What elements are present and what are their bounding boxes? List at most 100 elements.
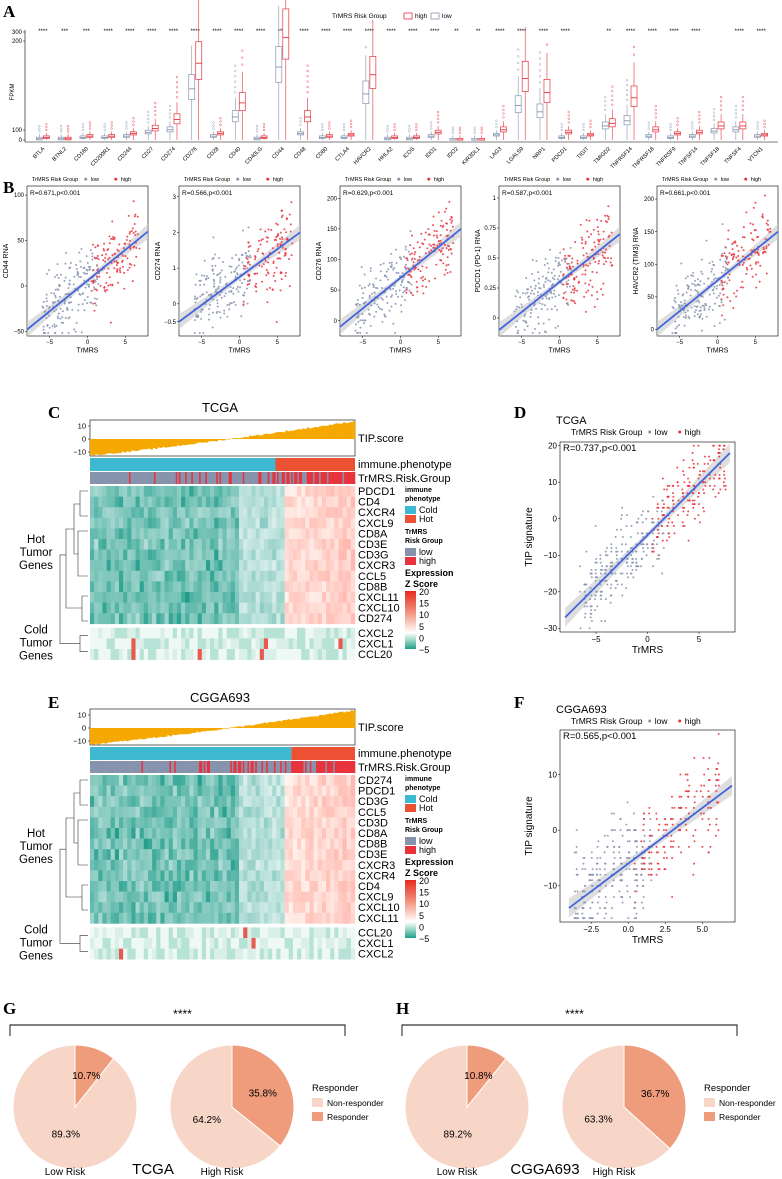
data-point-low xyxy=(630,546,633,549)
heat-cell xyxy=(94,539,99,550)
heat-cell xyxy=(259,496,265,508)
data-point-low xyxy=(57,312,60,315)
heat-cell xyxy=(309,507,314,519)
data-point-low xyxy=(611,572,614,575)
heat-cell xyxy=(321,775,327,786)
data-point-low xyxy=(590,594,593,597)
heat-cell xyxy=(305,627,310,639)
significance-label: **** xyxy=(191,29,201,35)
heat-cell xyxy=(313,581,319,593)
data-point-low xyxy=(95,264,98,267)
heat-cell xyxy=(297,602,302,614)
legend-high-key xyxy=(405,557,416,565)
heat-cell xyxy=(288,496,294,508)
data-point-low xyxy=(588,627,591,630)
data-point-high xyxy=(258,264,261,267)
heat-cell xyxy=(239,838,244,850)
outlier-point xyxy=(415,128,418,132)
heat-cell xyxy=(189,627,194,639)
legend-title: TrMRS Risk Group xyxy=(345,177,391,183)
heat-cell xyxy=(259,613,265,625)
data-point-high xyxy=(762,251,765,254)
data-point-high xyxy=(712,488,715,491)
heat-cell xyxy=(272,849,277,861)
outlier-point xyxy=(255,124,259,128)
heat-cell xyxy=(214,638,219,650)
data-point-high xyxy=(122,265,125,268)
data-point-low xyxy=(700,313,703,316)
data-point-high xyxy=(410,234,413,237)
data-point-high xyxy=(256,272,259,275)
data-point-low xyxy=(549,290,552,293)
heat-cell xyxy=(214,602,219,614)
heat-cell xyxy=(338,817,343,829)
tip-bar xyxy=(162,439,165,447)
data-point-high xyxy=(576,289,579,292)
tip-bar xyxy=(171,439,175,447)
data-point-low xyxy=(691,274,694,277)
tip-bar xyxy=(169,728,173,737)
heat-cell xyxy=(263,785,269,797)
data-point-high xyxy=(283,228,286,231)
heat-cell xyxy=(106,507,112,519)
data-point-low xyxy=(372,284,375,287)
heat-cell xyxy=(334,649,339,660)
outlier-point xyxy=(669,125,672,129)
points xyxy=(193,201,294,334)
risk-cell xyxy=(289,761,292,773)
data-point-low xyxy=(385,276,388,279)
heat-cell xyxy=(313,638,319,650)
data-point-low xyxy=(605,546,608,549)
heat-cell xyxy=(309,592,314,603)
heat-cell xyxy=(139,613,145,625)
heat-cell xyxy=(338,796,343,808)
data-point-high xyxy=(727,238,730,241)
x-tick-label: CD28 xyxy=(206,146,220,160)
heat-cell xyxy=(263,613,269,625)
heat-cell xyxy=(321,849,327,861)
data-point-high xyxy=(698,473,701,476)
data-point-high xyxy=(721,284,724,287)
tip-bar xyxy=(174,728,178,736)
heat-cell xyxy=(176,849,182,861)
outlier-point xyxy=(234,80,237,83)
tip-bar xyxy=(90,728,93,745)
data-point-low xyxy=(708,293,711,296)
data-point-low xyxy=(238,257,241,260)
heat-cell xyxy=(176,517,182,529)
tip-bar xyxy=(147,439,151,449)
data-point-high xyxy=(92,279,95,282)
heat-cell xyxy=(135,870,140,882)
risk-cell xyxy=(227,472,230,484)
heat-cell xyxy=(127,638,132,650)
heat-cell xyxy=(106,796,112,808)
heat-cell xyxy=(110,507,116,519)
heat-cell xyxy=(305,806,310,818)
heat-cell xyxy=(90,785,95,797)
heat-cell xyxy=(263,507,269,519)
heat-cell xyxy=(210,796,215,808)
heat-cell xyxy=(181,507,186,519)
heat-cell xyxy=(239,549,244,561)
data-point-low xyxy=(404,248,407,251)
heat-cell xyxy=(230,828,236,839)
outlier-point xyxy=(691,124,694,127)
heat-cell xyxy=(342,570,348,582)
data-point-low xyxy=(219,281,222,284)
risk-cell xyxy=(278,761,281,773)
data-point-high xyxy=(739,286,742,289)
heat-cell xyxy=(118,775,124,786)
heat-cell xyxy=(292,838,298,850)
risk-cell xyxy=(217,472,220,484)
heat-cell xyxy=(106,602,112,614)
data-point-high xyxy=(703,462,706,465)
heat-cell xyxy=(326,570,331,582)
tip-bar xyxy=(282,719,286,728)
data-point-low xyxy=(216,310,219,313)
heat-cell xyxy=(181,817,186,829)
risk-cell xyxy=(188,761,191,773)
heat-cell xyxy=(131,539,136,550)
heat-cell xyxy=(280,581,285,593)
data-point-high xyxy=(446,256,449,259)
data-point-high xyxy=(133,223,136,226)
